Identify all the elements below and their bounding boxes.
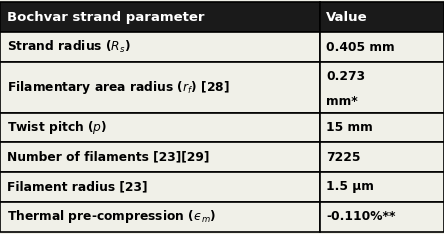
Text: -0.110%**: -0.110%** — [326, 210, 396, 223]
Text: Number of filaments [23][29]: Number of filaments [23][29] — [7, 151, 209, 164]
Text: Value: Value — [326, 11, 368, 24]
Bar — [0, 2, 320, 32]
Text: 1.5 μm: 1.5 μm — [326, 180, 374, 194]
Text: Bochvar strand parameter: Bochvar strand parameter — [7, 11, 204, 24]
Text: Twist pitch ($p$): Twist pitch ($p$) — [7, 119, 107, 136]
Bar — [320, 202, 444, 232]
Text: mm*: mm* — [326, 95, 358, 108]
Bar — [320, 32, 444, 62]
Text: Filament radius [23]: Filament radius [23] — [7, 180, 147, 194]
Bar — [320, 172, 444, 202]
Text: Strand radius ($R_s$): Strand radius ($R_s$) — [7, 39, 131, 55]
Text: 0.273: 0.273 — [326, 69, 365, 83]
Text: Thermal pre-compression ($ϵ_m$): Thermal pre-compression ($ϵ_m$) — [7, 208, 216, 225]
Text: Filamentary area radius ($r_f$) [28]: Filamentary area radius ($r_f$) [28] — [7, 79, 230, 96]
Bar — [320, 62, 444, 113]
Text: 0.405 mm: 0.405 mm — [326, 40, 395, 54]
Text: 15 mm: 15 mm — [326, 121, 373, 134]
Text: 7225: 7225 — [326, 151, 361, 164]
Bar — [0, 62, 320, 113]
Bar — [0, 172, 320, 202]
Bar — [320, 113, 444, 142]
Bar — [0, 32, 320, 62]
Bar — [320, 142, 444, 172]
Bar — [0, 142, 320, 172]
Bar — [0, 113, 320, 142]
Bar — [320, 2, 444, 32]
Bar — [0, 202, 320, 232]
